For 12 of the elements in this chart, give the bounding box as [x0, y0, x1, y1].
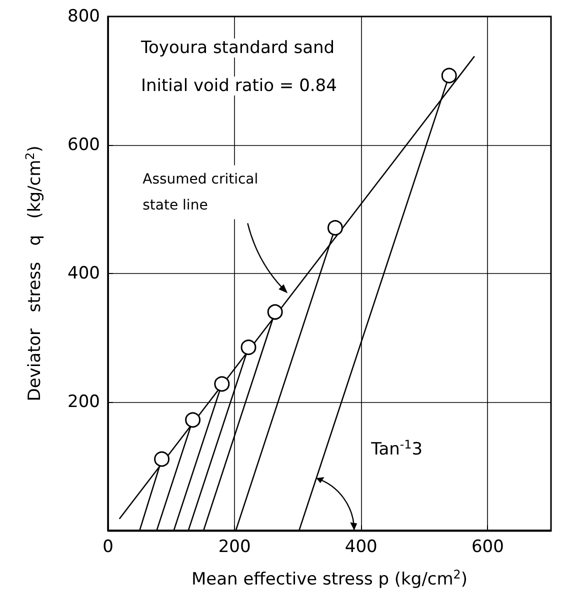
- x-tick-label: 400: [344, 536, 378, 557]
- y-tick-label: 600: [68, 134, 100, 155]
- y-tick-label: 200: [68, 392, 100, 412]
- x-tick-label: 600: [471, 536, 504, 557]
- annotation: Toyoura standard sand: [140, 38, 335, 58]
- y-tick-label: 800: [68, 6, 100, 26]
- y-tick-label: 400: [68, 263, 100, 284]
- annotation: Initial void ratio = 0.84: [141, 76, 337, 96]
- y-axis-title: Deviator stress q (kg/cm2): [22, 146, 45, 402]
- x-tick-label: 200: [218, 536, 251, 557]
- annotation: Assumed critical state line: [142, 171, 258, 214]
- x-tick-label: 0: [102, 536, 114, 557]
